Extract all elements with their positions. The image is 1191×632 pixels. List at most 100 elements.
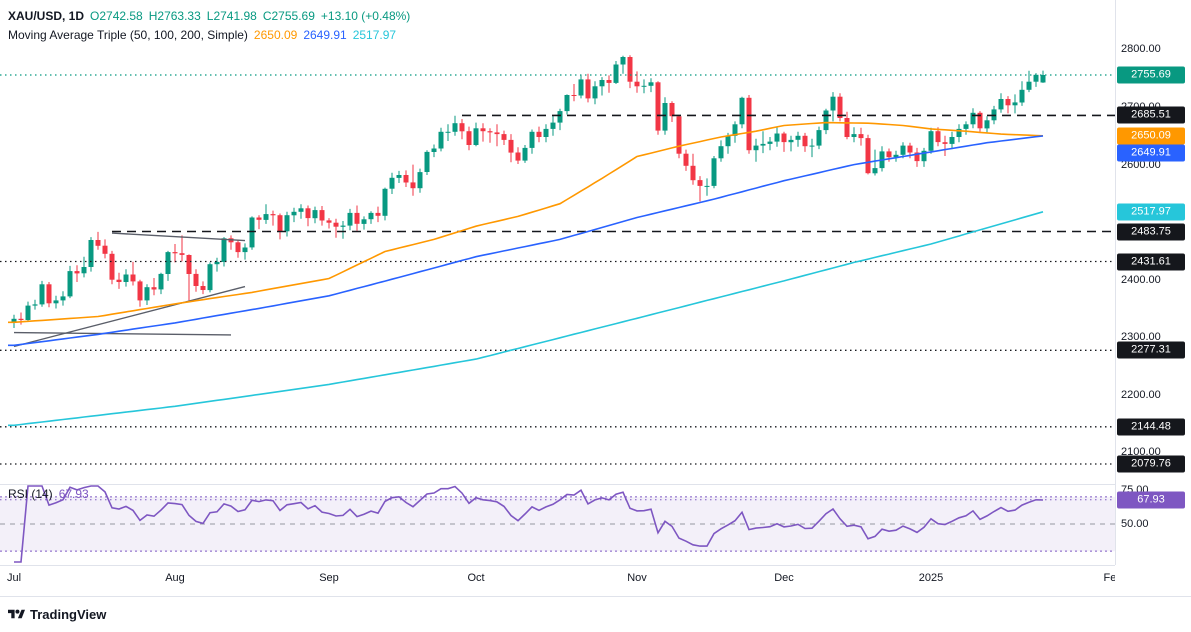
tradingview-label: TradingView <box>30 607 107 622</box>
candle <box>893 150 899 162</box>
candle <box>284 211 290 237</box>
candle <box>221 237 227 267</box>
trend-line[interactable] <box>13 285 246 348</box>
candle <box>620 55 626 74</box>
candle <box>270 210 276 226</box>
candle <box>879 146 885 172</box>
price-badge[interactable]: 2650.09 <box>1117 127 1185 145</box>
time-axis-label: Nov <box>627 572 647 584</box>
time-axis-label: Jul <box>6 572 22 584</box>
time-axis-label: Aug <box>165 572 185 584</box>
candle <box>501 130 507 145</box>
price-badge[interactable]: 2755.69 <box>1117 66 1185 84</box>
candle <box>137 279 143 307</box>
candle <box>914 147 920 167</box>
candle <box>613 61 619 84</box>
rsi-legend[interactable]: RSI (14) 67.93 <box>8 487 89 501</box>
ma200-value: 2517.97 <box>352 28 397 42</box>
candle <box>809 138 815 158</box>
candle <box>949 131 955 150</box>
time-scale[interactable]: Jul Aug Sep Oct Nov Dec 2025 Feb <box>0 566 1115 594</box>
candle <box>1012 94 1018 114</box>
time-axis-label: Feb <box>1103 572 1115 584</box>
candle <box>760 131 766 154</box>
candle <box>1019 81 1025 106</box>
candle <box>746 95 752 154</box>
price-badge[interactable]: 2079.76 <box>1117 455 1185 473</box>
candle <box>81 256 87 278</box>
ohlc-low: L2741.98 <box>206 9 257 23</box>
candle <box>865 134 871 175</box>
ma-line-sma50[interactable] <box>8 121 1044 324</box>
symbol-title[interactable]: XAU/USD, 1D <box>8 9 85 23</box>
pane-separator[interactable] <box>0 484 1115 485</box>
candle <box>74 265 80 282</box>
time-axis-label: 2025 <box>918 572 944 584</box>
candle <box>998 93 1004 113</box>
tradingview-icon <box>8 609 25 619</box>
candle <box>438 127 444 152</box>
chart-bottom-border <box>0 596 1191 597</box>
candle <box>214 257 220 272</box>
candle <box>515 147 521 164</box>
price-axis-label: 2200.00 <box>1121 388 1161 401</box>
candle <box>312 206 318 224</box>
candle <box>704 178 710 196</box>
symbol-legend[interactable]: XAU/USD, 1D O2742.58 H2763.33 L2741.98 C… <box>8 9 410 23</box>
price-badge[interactable]: 2517.97 <box>1117 203 1185 221</box>
candle <box>445 124 451 141</box>
candle <box>508 134 514 163</box>
price-badge[interactable]: 2431.61 <box>1117 253 1185 270</box>
ma-line-sma200[interactable] <box>8 211 1044 427</box>
candle <box>424 150 430 175</box>
candle <box>361 216 367 230</box>
candle <box>473 122 479 147</box>
candle <box>487 128 493 143</box>
candle <box>599 77 605 96</box>
price-badge[interactable]: 2649.91 <box>1117 144 1185 162</box>
rsi-badge[interactable]: 67.93 <box>1117 491 1185 509</box>
candle <box>11 314 17 328</box>
trend-line[interactable] <box>111 232 246 242</box>
candle <box>228 235 234 250</box>
candle <box>823 108 829 135</box>
price-badge[interactable]: 2144.48 <box>1117 418 1185 436</box>
price-badge[interactable]: 2685.51 <box>1117 106 1185 124</box>
candle <box>277 213 283 240</box>
level-lines-layer <box>0 74 1115 465</box>
candle <box>368 211 374 224</box>
candle <box>291 207 297 223</box>
candle <box>571 84 577 102</box>
tradingview-logo[interactable]: TradingView <box>8 607 106 622</box>
candle <box>641 79 647 94</box>
candle <box>494 124 500 147</box>
candle <box>179 235 185 262</box>
candle <box>858 127 864 146</box>
candle <box>123 269 129 287</box>
candle <box>984 116 990 133</box>
candle <box>585 73 591 103</box>
price-axis-label: 2800.00 <box>1121 43 1161 56</box>
rsi-value: 67.93 <box>58 487 89 501</box>
price-badge[interactable]: 2483.75 <box>1117 223 1185 240</box>
candle <box>935 127 941 147</box>
indicator-title[interactable]: Moving Average Triple (50, 100, 200, Sim… <box>8 28 248 42</box>
candle <box>130 261 136 286</box>
rsi-line[interactable] <box>14 485 1044 563</box>
price-badge[interactable]: 2277.31 <box>1117 341 1185 359</box>
candle <box>452 115 458 136</box>
candle <box>1005 96 1011 114</box>
candle <box>256 215 262 230</box>
price-change: +13.10 (+0.48%) <box>320 9 411 23</box>
rsi-title[interactable]: RSI (14) <box>8 487 53 501</box>
candle <box>683 149 689 171</box>
trend-line[interactable] <box>13 331 232 336</box>
indicator-legend[interactable]: Moving Average Triple (50, 100, 200, Sim… <box>8 28 396 42</box>
candle <box>340 221 346 239</box>
time-axis-separator <box>0 565 1115 566</box>
candle <box>669 101 675 122</box>
candle <box>1040 70 1046 83</box>
ma-line-sma100[interactable] <box>8 135 1044 347</box>
